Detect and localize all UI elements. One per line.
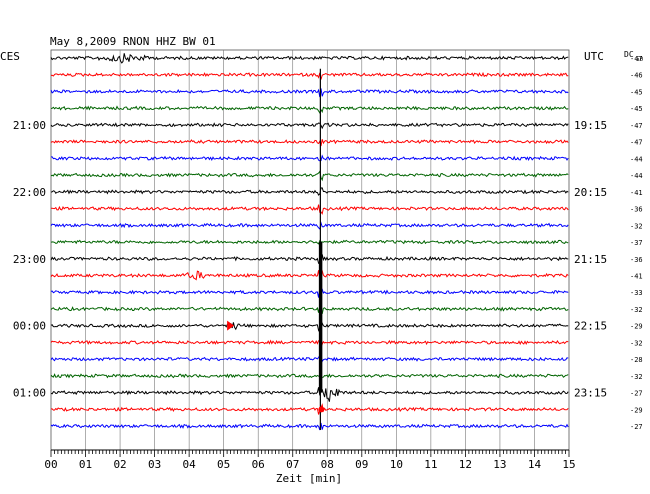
event-arrival-marker xyxy=(227,320,235,331)
x-axis-label: Zeit [min] xyxy=(276,472,342,485)
trace-line xyxy=(50,139,569,147)
trace-line xyxy=(50,71,569,80)
right-time-label: 23:15 xyxy=(574,387,607,400)
x-tick-label: 03 xyxy=(148,458,161,471)
trace-line xyxy=(50,53,569,64)
x-tick-label: 14 xyxy=(528,458,542,471)
trace-line xyxy=(50,269,569,281)
dc-value: -47 xyxy=(630,55,643,63)
right-time-label: 22:15 xyxy=(574,320,607,333)
dc-value: -27 xyxy=(630,390,643,398)
dc-value: -44 xyxy=(630,172,643,180)
x-tick-label: 11 xyxy=(424,458,437,471)
x-tick-label: 08 xyxy=(321,458,334,471)
dc-value: -46 xyxy=(630,72,643,80)
x-tick-label: 00 xyxy=(44,458,57,471)
timezone-right-label: UTC xyxy=(584,50,604,63)
trace-line xyxy=(50,354,569,363)
trace-line xyxy=(50,373,569,381)
x-tick-label: 12 xyxy=(459,458,472,471)
x-tick-label: 13 xyxy=(493,458,506,471)
dc-label: DC xyxy=(624,50,634,59)
dc-value: -33 xyxy=(630,289,643,297)
dc-value: -45 xyxy=(630,88,643,96)
chart-title: May 8,2009 RNON HHZ BW 01 xyxy=(50,35,216,48)
trace-line xyxy=(51,204,569,215)
right-time-label: 21:15 xyxy=(574,253,607,266)
right-time-label: 20:15 xyxy=(574,186,607,199)
x-tick-label: 09 xyxy=(355,458,368,471)
left-time-label: 21:00 xyxy=(13,119,46,132)
right-time-labels: 19:15 20:15 21:15 22:15 23:15 xyxy=(574,119,607,400)
trace-group xyxy=(50,53,569,431)
dc-value: -29 xyxy=(630,406,643,414)
dc-value: -41 xyxy=(630,189,643,197)
trace-line xyxy=(50,88,569,98)
trace-line xyxy=(50,254,569,265)
trace-line xyxy=(50,303,569,315)
x-tick-label: 04 xyxy=(183,458,197,471)
dc-value: -32 xyxy=(630,306,643,314)
dc-value: -32 xyxy=(630,373,643,381)
trace-line xyxy=(50,287,569,298)
left-time-label: 22:00 xyxy=(13,186,46,199)
dc-value: -27 xyxy=(630,423,643,431)
trace-line xyxy=(50,221,569,231)
x-axis: 00 01 02 03 04 05 06 07 08 09 10 11 12 13 14 15 xyxy=(44,449,576,471)
trace-line xyxy=(51,403,569,415)
x-tick-label: 01 xyxy=(79,458,92,471)
trace-line xyxy=(50,105,569,115)
x-tick-label: 06 xyxy=(252,458,265,471)
trace-line xyxy=(50,239,569,245)
timezone-left-label: CES xyxy=(0,50,20,63)
trace-line xyxy=(50,187,569,196)
x-tick-label: 07 xyxy=(286,458,299,471)
dc-value: -41 xyxy=(630,272,643,280)
dc-value: -44 xyxy=(630,155,643,163)
left-time-labels: 21:00 22:00 23:00 00:00 01:00 xyxy=(13,119,46,400)
trace-line xyxy=(50,122,569,130)
left-time-label: 01:00 xyxy=(13,387,46,400)
trace-line xyxy=(50,336,569,346)
dc-value: -45 xyxy=(630,105,643,113)
x-tick-label: 10 xyxy=(390,458,403,471)
dc-value: -36 xyxy=(630,206,643,214)
right-time-label: 19:15 xyxy=(574,119,607,132)
x-tick-label: 05 xyxy=(217,458,230,471)
trace-line xyxy=(51,154,569,162)
dc-value: -32 xyxy=(630,339,643,347)
dc-value: -47 xyxy=(630,139,643,147)
x-tick-label: 02 xyxy=(113,458,126,471)
left-time-label: 00:00 xyxy=(13,320,46,333)
event-arrival-marker xyxy=(318,406,325,413)
event-marker-group xyxy=(227,68,325,431)
event-spike-band xyxy=(318,242,323,393)
trace-line xyxy=(50,387,569,402)
trace-line xyxy=(50,170,569,182)
dc-value: -37 xyxy=(630,239,643,247)
left-time-label: 23:00 xyxy=(13,253,46,266)
x-tick-label: 15 xyxy=(562,458,575,471)
trace-line xyxy=(50,321,569,332)
dc-value: -47 xyxy=(630,122,643,130)
dc-subscript: 50 xyxy=(636,56,644,63)
trace-line xyxy=(50,422,569,431)
grid-lines xyxy=(50,49,570,451)
dc-values: -47 -46 -45 -45 -47 -47 -44 -44 -41 -36 -32 -37 -36 -… xyxy=(630,55,643,431)
dc-value: -28 xyxy=(630,356,643,364)
dc-value: -29 xyxy=(630,323,643,331)
dc-value: -36 xyxy=(630,256,643,264)
dc-value: -32 xyxy=(630,222,643,230)
